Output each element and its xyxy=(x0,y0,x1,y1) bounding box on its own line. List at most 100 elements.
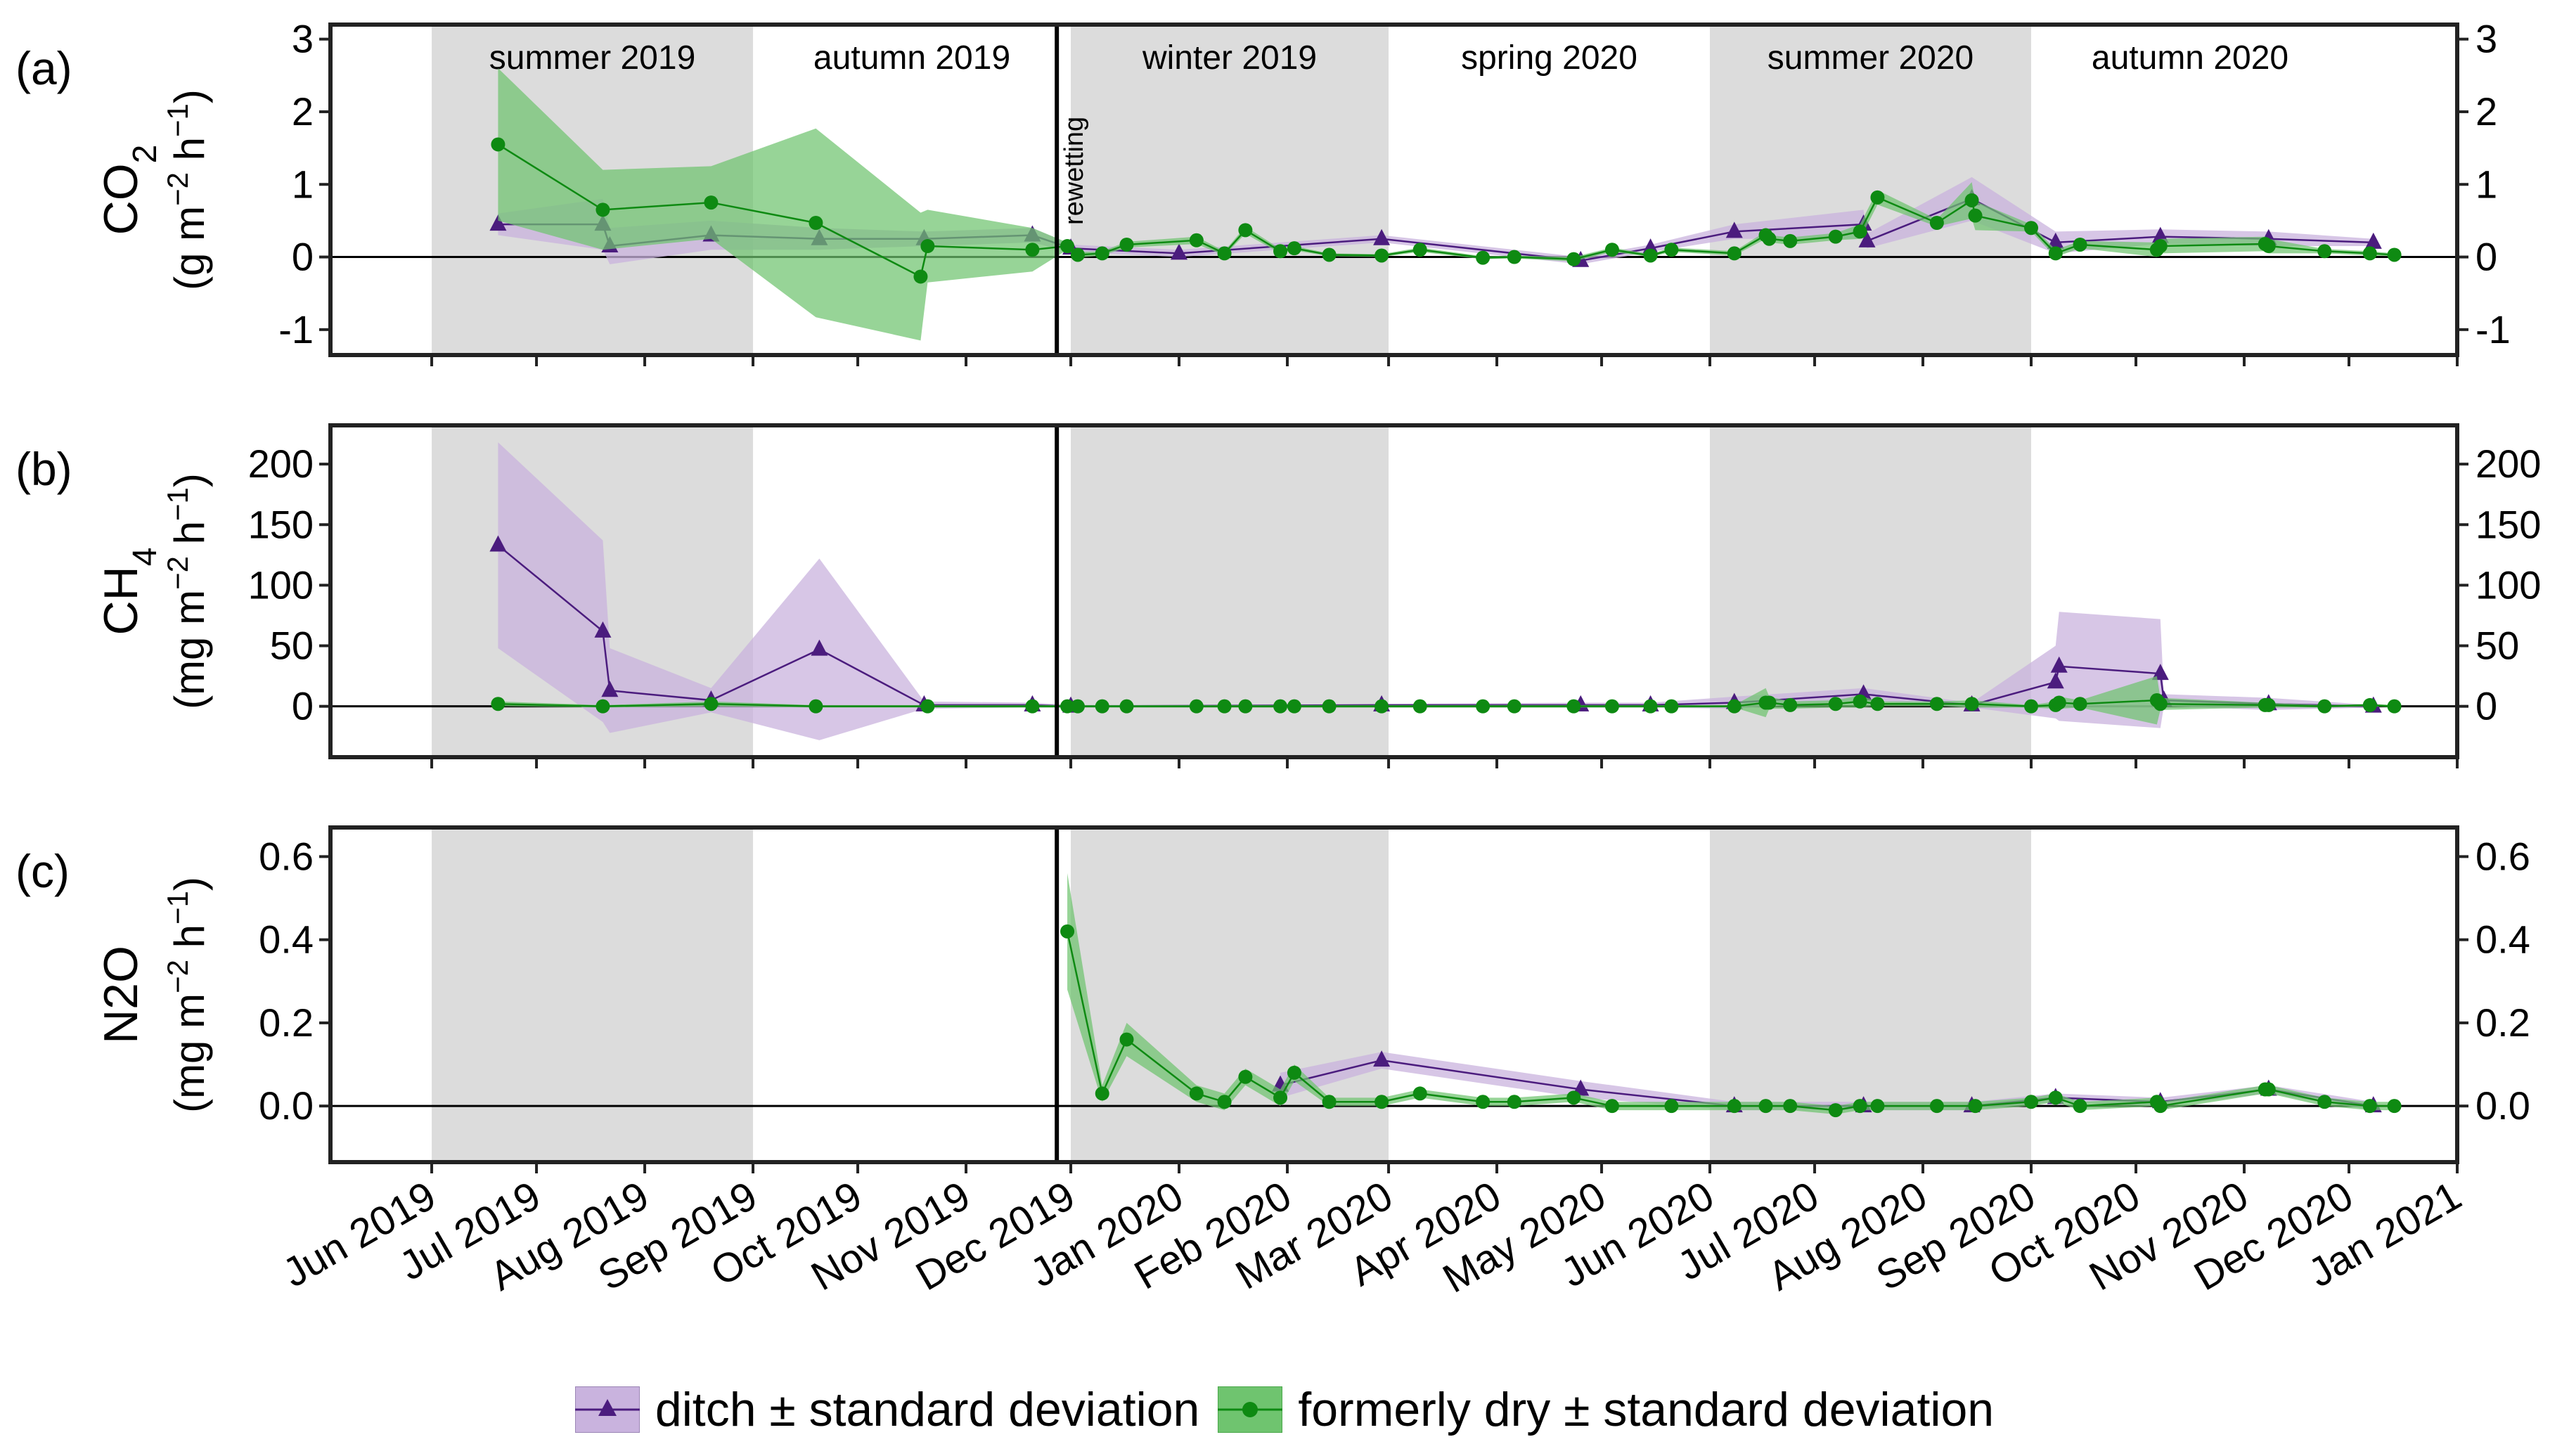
ytick-label-right-3: 2 xyxy=(2475,89,2497,134)
legend-key-ditch xyxy=(574,1386,640,1433)
point-formerly-dry-27 xyxy=(1762,231,1777,246)
ytick-label-right-1: 0 xyxy=(2475,235,2497,279)
ytick-label-right-2: 0.4 xyxy=(2475,917,2530,962)
ytick-label-left-4: 3 xyxy=(292,17,314,61)
point-formerly-dry-42 xyxy=(2317,244,2332,259)
point-formerly-dry-26 xyxy=(1762,695,1777,710)
point-formerly-dry-25 xyxy=(2048,1090,2063,1105)
point-formerly-dry-18 xyxy=(1476,699,1490,714)
point-formerly-dry-15 xyxy=(1664,1099,1679,1114)
point-formerly-dry-12 xyxy=(1217,246,1232,261)
ylabel-main-a: CO2 xyxy=(94,145,164,236)
point-formerly-dry-31 xyxy=(2317,1095,2332,1109)
point-formerly-dry-0 xyxy=(491,697,506,711)
legend: ditch ± standard deviation formerly dry … xyxy=(0,1371,2569,1448)
point-ditch-12 xyxy=(1725,221,1743,238)
ylabel-unit-a: (g m−2 h−1) xyxy=(161,89,214,290)
point-formerly-dry-34 xyxy=(1968,208,1983,223)
point-formerly-dry-17 xyxy=(1412,699,1427,714)
panel-c: 0.0 0.0 0.2 0.2 0.4 0.4 0.6 0.6 (c) N2O (mg m−2 h−… xyxy=(15,825,2530,1173)
season-shade-2 xyxy=(1071,827,1389,1162)
point-formerly-dry-22 xyxy=(1643,699,1658,714)
point-ditch-1 xyxy=(1373,1050,1391,1067)
point-formerly-dry-22 xyxy=(1604,243,1619,257)
ytick-label-right-1: 50 xyxy=(2475,624,2519,668)
point-formerly-dry-8 xyxy=(1095,699,1109,714)
ytick-label-left-3: 150 xyxy=(248,502,314,546)
ytick-label-left-3: 0.6 xyxy=(259,834,314,878)
panels-group: summer 2019 autumn 2019 winter 2019 spring … xyxy=(15,17,2541,1302)
point-formerly-dry-5 xyxy=(920,239,935,254)
point-formerly-dry-1 xyxy=(1095,1086,1109,1101)
point-formerly-dry-20 xyxy=(1853,1099,1867,1114)
season-label-4: summer 2020 xyxy=(1768,39,1974,77)
point-formerly-dry-2 xyxy=(1119,1032,1134,1047)
point-formerly-dry-41 xyxy=(2261,239,2276,254)
point-formerly-dry-9 xyxy=(1095,246,1109,261)
point-formerly-dry-30 xyxy=(1870,697,1885,711)
point-formerly-dry-3 xyxy=(1189,1086,1204,1101)
figure-svg: summer 2019 autumn 2019 winter 2019 spring … xyxy=(15,17,2541,1302)
point-formerly-dry-38 xyxy=(2153,697,2168,711)
point-ditch-8 xyxy=(1171,243,1188,260)
point-ditch-0 xyxy=(489,214,507,231)
point-formerly-dry-32 xyxy=(1964,697,1979,711)
point-formerly-dry-30 xyxy=(2261,1082,2276,1097)
point-formerly-dry-36 xyxy=(2048,246,2063,261)
panel-frame xyxy=(328,423,2459,759)
point-ditch-16 xyxy=(2047,232,2064,249)
panel-label-b: (b) xyxy=(15,443,72,495)
ytick-label-right-1: 0.2 xyxy=(2475,1000,2530,1045)
ytick-label-left-2: 1 xyxy=(292,162,314,206)
point-formerly-dry-30 xyxy=(1853,224,1867,239)
point-formerly-dry-1 xyxy=(595,202,610,217)
ylabel-main-b: CH4 xyxy=(94,548,164,636)
point-formerly-dry-5 xyxy=(1025,699,1040,714)
point-formerly-dry-16 xyxy=(1374,699,1389,714)
season-shade-2 xyxy=(1071,25,1389,355)
point-formerly-dry-6 xyxy=(1025,243,1040,257)
point-formerly-dry-32 xyxy=(1929,216,1944,230)
point-ditch-14 xyxy=(2047,672,2064,689)
point-formerly-dry-21 xyxy=(1604,699,1619,714)
panel-frame xyxy=(328,825,2459,1164)
point-ditch-2 xyxy=(601,681,619,697)
point-formerly-dry-44 xyxy=(2387,247,2402,262)
point-formerly-dry-0 xyxy=(1060,924,1075,939)
panel-b: 0 0 50 50 100 100 150 150 200 200 (b) CH4(mg m−2 h−… xyxy=(15,423,2541,768)
point-formerly-dry-28 xyxy=(2153,1099,2168,1114)
point-formerly-dry-8 xyxy=(1070,247,1085,262)
point-formerly-dry-33 xyxy=(2024,699,2039,714)
ytick-label-left-1: 0 xyxy=(292,235,314,279)
ytick-label-left-2: 0.4 xyxy=(259,917,314,962)
point-formerly-dry-23 xyxy=(1968,1099,1983,1114)
band-ditch xyxy=(498,442,2374,740)
point-formerly-dry-28 xyxy=(1783,233,1798,248)
ytick-label-right-4: 200 xyxy=(2475,442,2541,486)
point-formerly-dry-10 xyxy=(1412,1086,1427,1101)
point-formerly-dry-14 xyxy=(1273,244,1288,259)
ylabel-unit-c: (mg m−2 h−1) xyxy=(161,877,214,1113)
rewetting-label: rewetting xyxy=(1060,117,1089,225)
point-ditch-19 xyxy=(2364,232,2382,249)
point-formerly-dry-35 xyxy=(2024,221,2039,236)
point-formerly-dry-31 xyxy=(1870,190,1885,205)
point-formerly-dry-36 xyxy=(2073,697,2087,711)
point-formerly-dry-17 xyxy=(1758,1099,1773,1114)
band-ditch xyxy=(1280,1052,2374,1111)
point-formerly-dry-11 xyxy=(1476,1095,1490,1109)
point-formerly-dry-16 xyxy=(1727,1099,1741,1114)
point-formerly-dry-40 xyxy=(2261,697,2276,712)
point-formerly-dry-4 xyxy=(913,269,928,284)
point-formerly-dry-14 xyxy=(1604,1099,1619,1114)
point-formerly-dry-15 xyxy=(1322,699,1337,714)
point-ditch-4 xyxy=(811,639,828,656)
point-formerly-dry-22 xyxy=(1929,1099,1944,1114)
ytick-label-left-0: 0 xyxy=(292,684,314,728)
point-formerly-dry-12 xyxy=(1507,1095,1521,1109)
point-formerly-dry-13 xyxy=(1273,699,1288,714)
legend-label-ditch: ditch ± standard deviation xyxy=(655,1383,1200,1436)
ytick-label-left-1: 50 xyxy=(270,624,314,668)
point-formerly-dry-13 xyxy=(1566,1090,1581,1105)
point-formerly-dry-12 xyxy=(1238,699,1253,714)
